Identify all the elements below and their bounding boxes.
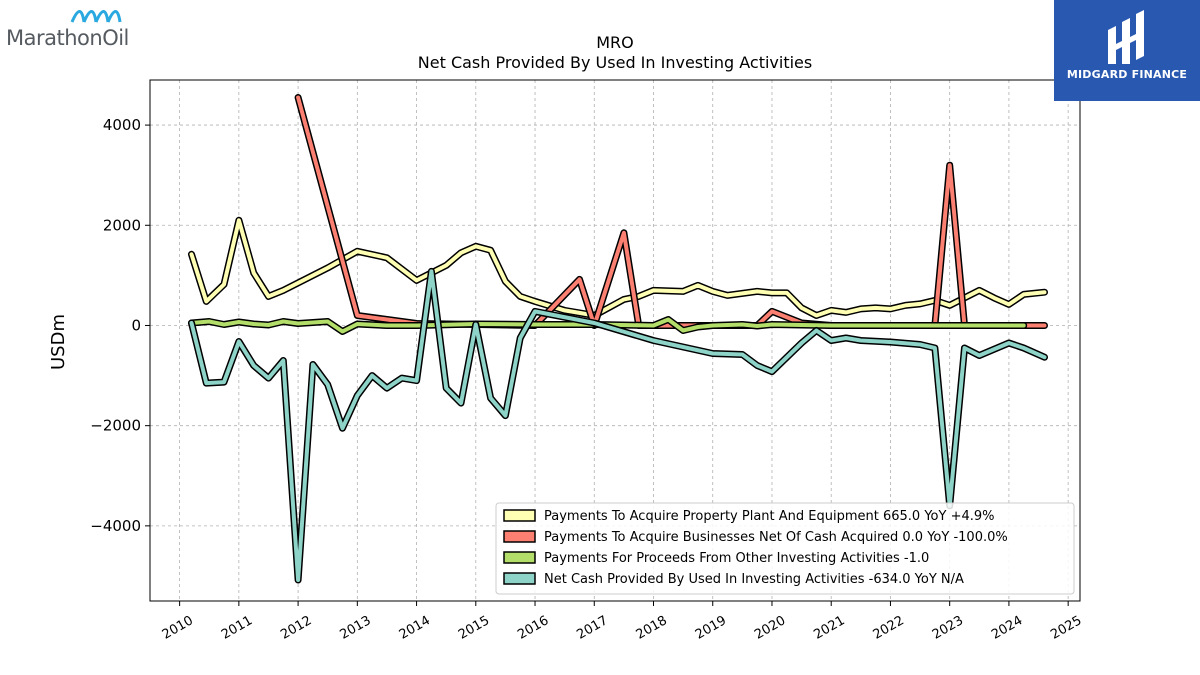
- legend-label-3: Payments For Proceeds From Other Investi…: [544, 551, 929, 566]
- series-line-4: [189, 269, 1047, 582]
- y-tick-label: −2000: [90, 417, 141, 435]
- chart-title: MRO: [596, 33, 634, 52]
- x-tick-label: 2011: [219, 613, 255, 643]
- marathon-oil-wordmark: MarathonOil: [6, 26, 129, 50]
- series-line-3: [189, 317, 1026, 334]
- wave-arcs-icon: [70, 10, 122, 23]
- x-tick-label: 2012: [278, 613, 314, 643]
- x-tick-label: 2018: [634, 613, 670, 643]
- legend-label-2: Payments To Acquire Businesses Net Of Ca…: [544, 530, 1008, 545]
- legend-items: Payments To Acquire Property Plant And E…: [503, 509, 1008, 587]
- chart-subtitle: Net Cash Provided By Used In Investing A…: [418, 53, 812, 72]
- x-tick-label: 2024: [989, 613, 1025, 643]
- midgard-mark-icon: [1108, 10, 1144, 64]
- x-tick-label: 2019: [693, 613, 729, 643]
- series-lines: [188, 94, 1048, 584]
- legend-swatch-4: [503, 572, 536, 585]
- x-tick-label: 2021: [811, 613, 847, 643]
- legend-swatch-2: [503, 530, 536, 543]
- legend-box: [495, 502, 1075, 595]
- legend-label-1: Payments To Acquire Property Plant And E…: [544, 509, 995, 524]
- x-tick-label: 2015: [456, 613, 492, 643]
- legend-swatch-3: [503, 551, 536, 564]
- legend-label-4: Net Cash Provided By Used In Investing A…: [544, 572, 964, 587]
- x-tick-label: 2010: [160, 613, 196, 643]
- series-line-1: [189, 218, 1047, 318]
- plot-frame: [149, 79, 1081, 602]
- midgard-finance-logo: MIDGARD FINANCE: [1054, 0, 1200, 101]
- x-tick-label: 2016: [515, 613, 551, 643]
- y-axis-ticks: −4000 −2000 0 2000 4000: [90, 116, 150, 535]
- y-tick-label: 2000: [103, 216, 141, 234]
- y-axis-label: USDm: [48, 314, 69, 370]
- legend: Payments To Acquire Property Plant And E…: [495, 502, 1075, 595]
- legend-swatch-1: [503, 509, 536, 522]
- x-tick-label: 2020: [752, 613, 788, 643]
- y-tick-label: 4000: [103, 116, 141, 134]
- marathon-oil-logo: MarathonOil: [6, 6, 156, 52]
- x-axis-ticks: 2010 2011 2012 2013 2014 2015 2016 2017 2018 2019…: [160, 601, 1084, 643]
- x-tick-label: 2013: [337, 613, 373, 643]
- x-tick-label: 2014: [397, 613, 433, 643]
- midgard-finance-wordmark: MIDGARD FINANCE: [1066, 68, 1188, 81]
- x-tick-label: 2022: [871, 613, 907, 643]
- x-tick-label: 2023: [930, 613, 966, 643]
- x-tick-label: 2025: [1048, 613, 1084, 643]
- y-tick-label: 0: [131, 316, 141, 334]
- x-tick-label: 2017: [574, 613, 610, 643]
- y-tick-label: −4000: [90, 517, 141, 535]
